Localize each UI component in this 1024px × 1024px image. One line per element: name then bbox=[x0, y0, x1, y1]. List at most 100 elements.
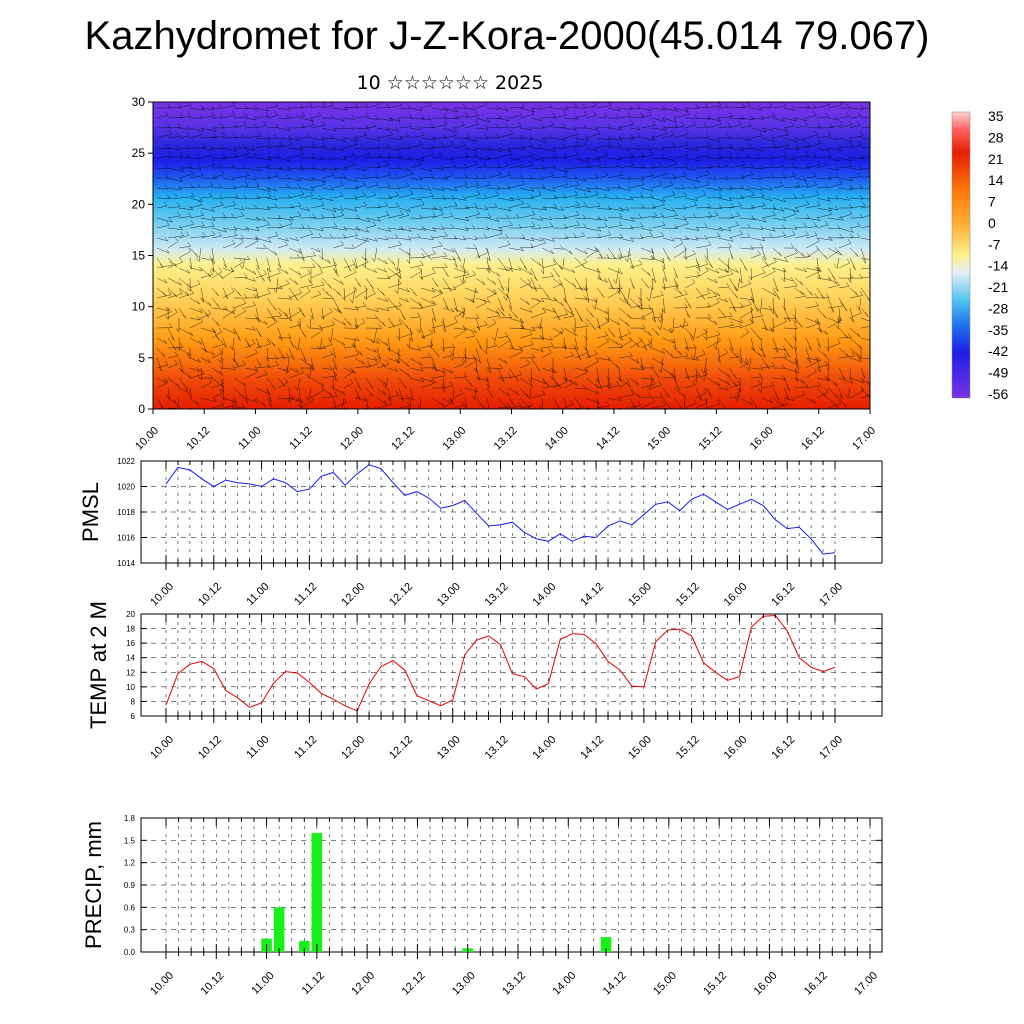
wind-barb bbox=[189, 317, 201, 321]
wind-barb bbox=[354, 387, 361, 399]
wind-barb bbox=[354, 305, 366, 309]
wind-barb bbox=[211, 157, 226, 159]
wind-barb-flag bbox=[421, 131, 425, 136]
wind-barb-flag bbox=[389, 130, 393, 135]
wind-barb-flag bbox=[406, 401, 411, 406]
wind-barb-flag bbox=[384, 260, 388, 265]
wind-barb bbox=[376, 186, 391, 189]
wind-barb bbox=[486, 107, 500, 110]
wind-barb-flag bbox=[163, 339, 168, 344]
wind-barb-flag bbox=[310, 116, 314, 122]
wind-barb bbox=[376, 117, 393, 122]
wind-barb-flag bbox=[285, 236, 289, 242]
wind-barb-flag bbox=[376, 339, 380, 344]
wind-barb-flag bbox=[558, 265, 563, 270]
wind-barb bbox=[167, 257, 177, 268]
wind-barb bbox=[585, 187, 598, 190]
precip-x-axis: 10.00 10.12 11.00 11.12 12.00 12.12 13.00 13.12… bbox=[148, 818, 880, 998]
wind-barb bbox=[508, 114, 522, 119]
wind-barb-flag bbox=[483, 233, 488, 239]
wind-barb-flag bbox=[397, 152, 402, 158]
wind-barb-flag bbox=[294, 386, 298, 391]
temp-grid bbox=[141, 614, 882, 716]
wind-barb bbox=[332, 297, 341, 313]
wind-barb-flag bbox=[574, 346, 579, 351]
wind-barb bbox=[167, 206, 181, 209]
wind-barb bbox=[232, 337, 235, 350]
wind-barb-flag bbox=[440, 347, 445, 352]
wind-barb bbox=[288, 215, 301, 219]
wind-barb-flag bbox=[174, 351, 179, 357]
wind-barb-flag bbox=[516, 155, 521, 161]
wind-barb-flag bbox=[241, 394, 245, 399]
wind-barb-flag bbox=[593, 246, 598, 251]
wind-barb-flag bbox=[499, 364, 503, 369]
wind-barb-flag bbox=[295, 397, 299, 402]
wind-barb-flag bbox=[265, 107, 269, 112]
wind-barb bbox=[244, 267, 257, 275]
wind-barb-flag bbox=[408, 227, 412, 232]
heatmap-x-tick-label: 15.12 bbox=[697, 425, 725, 453]
temp-x-tick-label: 14.12 bbox=[578, 734, 606, 762]
wind-barb-flag bbox=[451, 247, 455, 253]
wind-barb bbox=[189, 215, 204, 219]
wind-barb-flag bbox=[461, 310, 466, 315]
wind-barb bbox=[332, 117, 345, 122]
wind-barb bbox=[409, 117, 425, 120]
colorbar-label: 35 bbox=[988, 108, 1004, 124]
wind-barb-flag bbox=[871, 123, 874, 127]
wind-barb bbox=[508, 267, 521, 271]
wind-barb bbox=[420, 237, 434, 240]
wind-barb-flag bbox=[197, 154, 202, 160]
wind-barb-flag bbox=[213, 127, 217, 132]
wind-barb bbox=[506, 287, 510, 301]
wind-barb bbox=[442, 377, 446, 393]
wind-barb-flag bbox=[558, 418, 561, 422]
wind-barb bbox=[420, 333, 433, 339]
wind-barb-flag bbox=[296, 253, 301, 259]
wind-barb bbox=[486, 322, 497, 329]
wind-barb-flag bbox=[378, 152, 382, 157]
wind-barb-flag bbox=[418, 160, 422, 165]
wind-barb bbox=[464, 115, 479, 119]
wind-barb-flag bbox=[462, 278, 466, 283]
wind-barb-flag bbox=[505, 123, 509, 128]
wind-barb-flag bbox=[254, 368, 258, 373]
wind-barb-flag bbox=[198, 130, 202, 135]
wind-barb-flag bbox=[294, 296, 299, 301]
wind-barb-flag bbox=[287, 193, 291, 199]
wind-barb-flag bbox=[553, 194, 558, 200]
wind-barb bbox=[156, 155, 172, 159]
wind-barb-flag bbox=[407, 155, 412, 161]
precip-x-tick-label: 12.00 bbox=[349, 970, 377, 998]
wind-barb bbox=[232, 397, 235, 409]
wind-barb-flag bbox=[418, 267, 422, 272]
wind-barb-flag bbox=[309, 229, 314, 235]
wind-barb-flag bbox=[254, 236, 259, 242]
wind-barb-flag bbox=[552, 112, 556, 118]
wind-barb bbox=[310, 389, 325, 399]
wind-barb bbox=[530, 137, 547, 143]
wind-barb-flag bbox=[542, 379, 547, 384]
wind-barb-flag bbox=[442, 368, 446, 373]
wind-barb-flag bbox=[209, 373, 213, 379]
wind-barb-flag bbox=[548, 215, 553, 220]
wind-barb-flag bbox=[374, 314, 378, 319]
wind-barb-flag bbox=[462, 103, 466, 109]
wind-barb-flag bbox=[569, 379, 574, 384]
colorbar-label: 0 bbox=[988, 215, 996, 231]
wind-barb-flag bbox=[476, 254, 481, 259]
wind-barb-flag bbox=[255, 182, 260, 187]
wind-barb-flag bbox=[432, 317, 436, 322]
wind-barb bbox=[552, 184, 569, 189]
wind-barb bbox=[419, 317, 422, 333]
wind-barb bbox=[222, 397, 238, 403]
wind-barb-flag bbox=[402, 315, 406, 321]
wind-barb-flag bbox=[539, 335, 543, 340]
wind-barb-flag bbox=[483, 194, 487, 199]
wind-barb bbox=[409, 264, 424, 269]
wind-barb-flag bbox=[190, 220, 194, 225]
wind-barb bbox=[376, 387, 387, 396]
